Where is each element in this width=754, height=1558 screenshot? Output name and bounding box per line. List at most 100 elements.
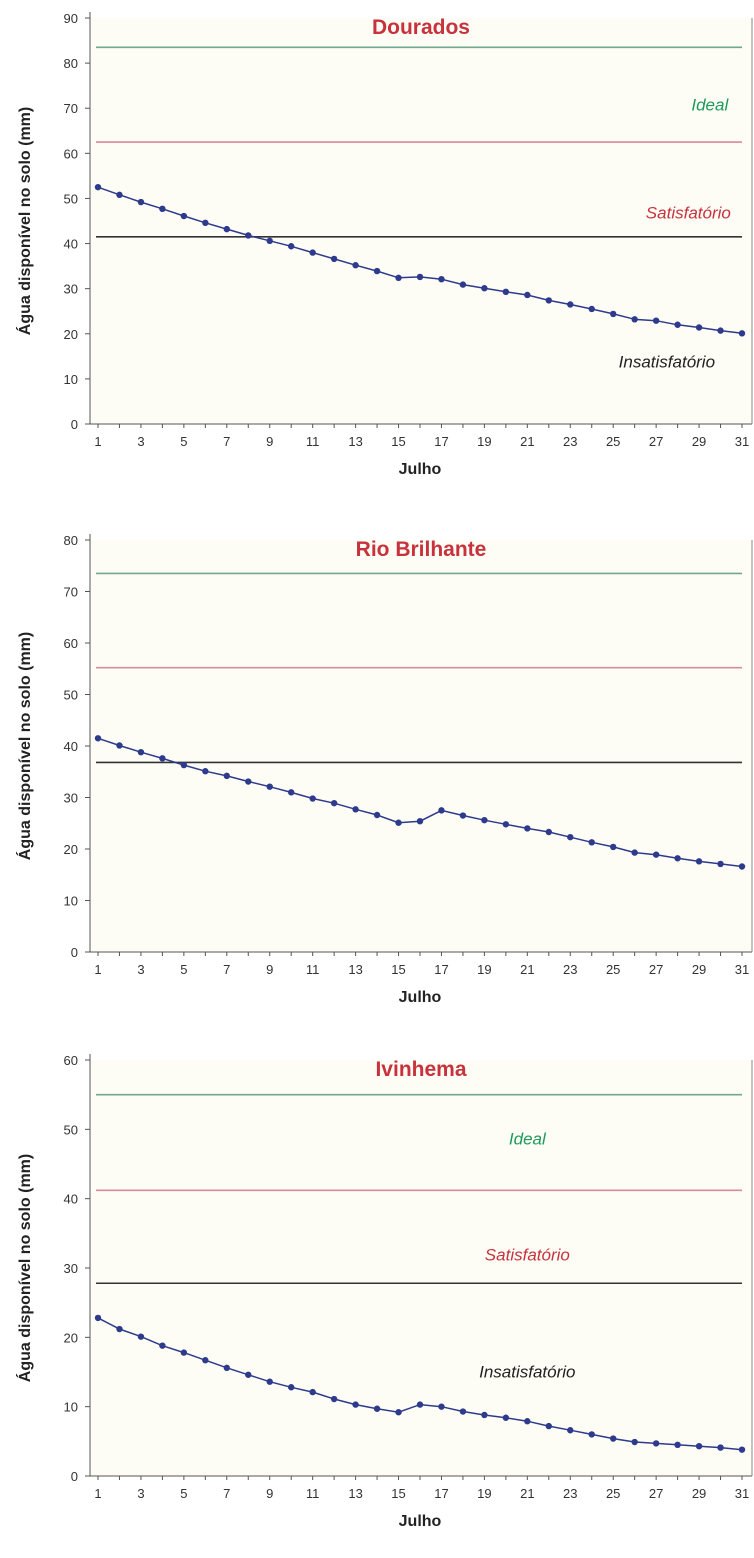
data-point xyxy=(223,1364,230,1372)
data-point xyxy=(266,237,273,245)
data-point xyxy=(266,1378,273,1385)
x-axis-title: Julho xyxy=(399,989,442,1006)
x-tick-label: 5 xyxy=(180,1486,187,1501)
zone-label-ideal: Ideal xyxy=(691,95,729,114)
data-point xyxy=(567,301,574,308)
x-tick-label: 7 xyxy=(223,1486,230,1501)
y-tick-label: 70 xyxy=(64,101,78,116)
x-tick-label: 17 xyxy=(434,962,448,977)
x-tick-label: 9 xyxy=(266,434,273,449)
data-point xyxy=(137,748,145,756)
data-point xyxy=(438,807,445,814)
x-tick-label: 5 xyxy=(180,962,187,977)
data-point xyxy=(459,281,467,288)
data-point xyxy=(631,1438,638,1446)
y-tick-label: 20 xyxy=(64,327,78,342)
x-tick-label: 15 xyxy=(391,434,405,449)
data-point xyxy=(159,205,166,213)
x-tick-label: 15 xyxy=(391,962,405,977)
data-point xyxy=(202,219,209,227)
data-point xyxy=(567,1427,574,1434)
data-point xyxy=(481,816,488,824)
data-point xyxy=(395,819,402,826)
data-point xyxy=(180,761,188,769)
x-tick-label: 27 xyxy=(649,1486,663,1501)
x-tick-label: 13 xyxy=(348,434,362,449)
data-point xyxy=(159,755,166,762)
x-tick-label: 27 xyxy=(649,434,663,449)
x-tick-label: 21 xyxy=(520,962,534,977)
data-point xyxy=(631,316,638,323)
data-point xyxy=(373,811,381,819)
x-tick-label: 1 xyxy=(94,962,101,977)
y-tick-label: 20 xyxy=(64,842,78,857)
data-point xyxy=(288,243,295,250)
data-point xyxy=(288,789,295,796)
x-tick-label: 17 xyxy=(434,434,448,449)
data-point xyxy=(588,1431,595,1438)
y-tick-label: 60 xyxy=(64,1053,78,1068)
data-point xyxy=(502,821,510,828)
plot-area xyxy=(90,540,752,952)
data-point xyxy=(330,1395,338,1403)
data-point xyxy=(352,806,359,813)
data-point xyxy=(459,812,467,819)
x-tick-label: 21 xyxy=(520,434,534,449)
data-point xyxy=(674,1441,681,1448)
data-point xyxy=(416,273,424,281)
chart-title: Dourados xyxy=(372,16,470,39)
y-tick-label: 50 xyxy=(64,191,78,206)
data-point xyxy=(373,1405,381,1412)
y-axis-title: Água disponível no solo (mm) xyxy=(15,107,34,335)
data-point xyxy=(223,772,230,780)
data-point xyxy=(610,310,617,318)
chart-panel-ivinhema: 0 10 20 30 40 50 60 1 3 5 7 9 11 13 15 17 19 21 23 25 27 29 31… xyxy=(0,1038,754,1558)
x-tick-label: 7 xyxy=(223,962,230,977)
x-tick-label: 11 xyxy=(306,962,320,977)
x-tick-label: 15 xyxy=(391,1486,405,1501)
data-point xyxy=(245,232,252,239)
data-point xyxy=(674,855,681,862)
data-point xyxy=(459,1408,467,1415)
x-tick-label: 7 xyxy=(223,434,230,449)
data-point xyxy=(567,833,574,841)
data-point xyxy=(738,863,746,870)
data-point xyxy=(266,783,273,790)
data-point xyxy=(502,288,510,296)
data-point xyxy=(94,183,102,191)
y-tick-label: 10 xyxy=(64,1400,78,1415)
data-point xyxy=(588,839,595,846)
x-tick-label: 13 xyxy=(348,962,362,977)
data-point xyxy=(116,742,123,749)
data-point xyxy=(717,860,724,868)
data-point xyxy=(695,858,703,865)
data-point xyxy=(481,1411,488,1419)
x-tick-label: 25 xyxy=(606,1486,620,1501)
y-tick-label: 80 xyxy=(64,56,78,71)
x-tick-label: 31 xyxy=(735,1486,749,1501)
data-point xyxy=(352,1401,359,1408)
data-point xyxy=(652,1440,660,1447)
x-tick-label: 29 xyxy=(692,962,706,977)
data-point xyxy=(652,851,660,858)
data-point xyxy=(309,795,316,802)
zone-label-insatisfactory: Insatisfatório xyxy=(479,1363,575,1382)
x-tick-label: 31 xyxy=(735,962,749,977)
data-point xyxy=(695,1442,703,1450)
data-point xyxy=(717,327,724,334)
y-tick-label: 50 xyxy=(64,688,78,703)
x-tick-label: 5 xyxy=(180,434,187,449)
data-point xyxy=(524,1418,531,1425)
x-tick-label: 3 xyxy=(137,1486,144,1501)
y-tick-label: 10 xyxy=(64,894,78,909)
data-point xyxy=(502,1414,510,1421)
data-point xyxy=(674,321,681,328)
y-tick-label: 0 xyxy=(71,1469,78,1484)
data-point xyxy=(137,198,145,206)
x-tick-label: 19 xyxy=(477,1486,491,1501)
plot-area xyxy=(90,1060,752,1476)
y-tick-label: 10 xyxy=(64,372,78,387)
data-point xyxy=(116,1325,123,1333)
